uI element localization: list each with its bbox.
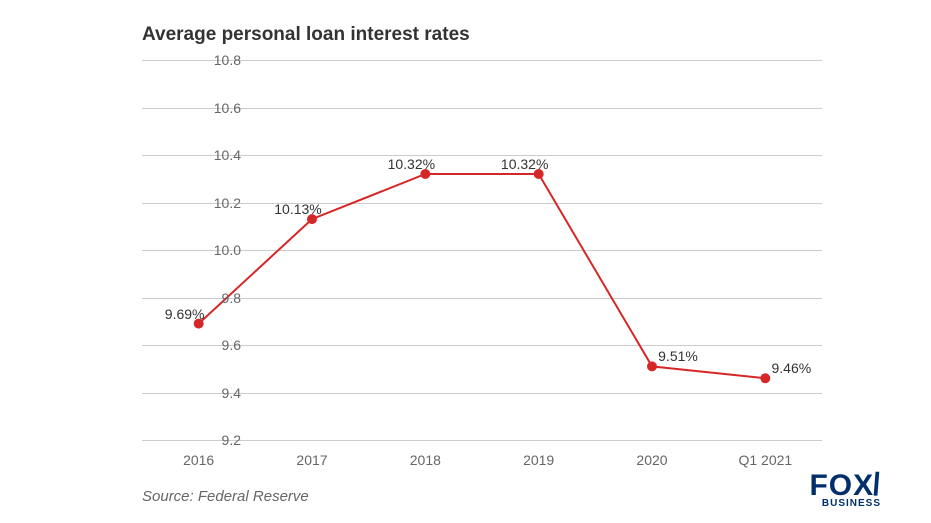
x-tick-label: 2019 xyxy=(523,452,554,468)
data-point-label: 9.51% xyxy=(658,348,698,364)
y-tick-label: 9.8 xyxy=(222,290,241,306)
x-tick-label: 2018 xyxy=(410,452,441,468)
logo-fox-text: FOX xyxy=(809,471,874,501)
y-tick-label: 9.2 xyxy=(222,432,241,448)
plot-area: 9.69% 10.13% 10.32% 10.32% 9.51% 9.46% xyxy=(142,60,822,440)
y-tick-label: 10.0 xyxy=(214,242,241,258)
y-tick-label: 10.8 xyxy=(214,52,241,68)
fox-business-logo: FOX\ BUSINESS xyxy=(809,468,881,509)
line-series xyxy=(142,60,822,440)
data-point-label: 10.32% xyxy=(388,156,435,172)
series-marker xyxy=(647,361,657,371)
x-tick-label: Q1 2021 xyxy=(738,452,792,468)
y-tick-label: 10.2 xyxy=(214,195,241,211)
x-tick-label: 2017 xyxy=(296,452,327,468)
chart-container: Average personal loan interest rates 9.6… xyxy=(0,0,931,523)
y-tick-label: 9.4 xyxy=(222,385,241,401)
x-tick-label: 2016 xyxy=(183,452,214,468)
gridline xyxy=(142,440,822,441)
data-point-label: 9.46% xyxy=(771,360,811,376)
x-tick-label: 2020 xyxy=(636,452,667,468)
series-marker xyxy=(760,373,770,383)
data-point-label: 10.32% xyxy=(501,156,548,172)
data-point-label: 9.69% xyxy=(165,306,205,322)
y-tick-label: 10.6 xyxy=(214,100,241,116)
source-text: Source: Federal Reserve xyxy=(142,488,309,505)
data-point-label: 10.13% xyxy=(274,201,321,217)
chart-title: Average personal loan interest rates xyxy=(142,24,470,46)
y-tick-label: 9.6 xyxy=(222,337,241,353)
y-tick-label: 10.4 xyxy=(214,147,241,163)
